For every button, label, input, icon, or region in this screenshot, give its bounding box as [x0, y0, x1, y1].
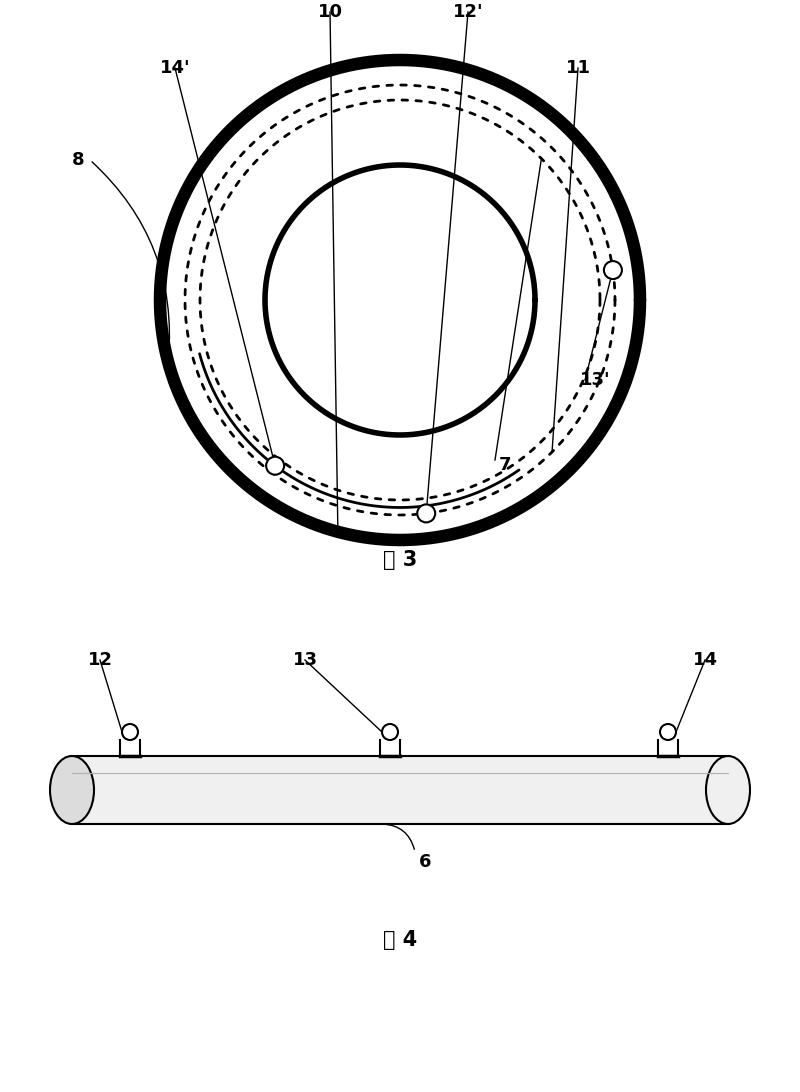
- Text: 12: 12: [87, 651, 113, 669]
- Text: 13: 13: [293, 651, 318, 669]
- Ellipse shape: [50, 756, 94, 824]
- Text: 14': 14': [160, 59, 190, 78]
- Text: 14: 14: [693, 651, 718, 669]
- Text: 图 3: 图 3: [383, 550, 417, 570]
- Circle shape: [418, 505, 435, 522]
- Text: 10: 10: [318, 3, 342, 21]
- Text: 7: 7: [498, 456, 511, 474]
- Circle shape: [122, 724, 138, 740]
- Text: 8: 8: [72, 151, 84, 169]
- Text: 图 4: 图 4: [383, 930, 417, 950]
- Text: 6: 6: [418, 853, 431, 871]
- Ellipse shape: [706, 756, 750, 824]
- Circle shape: [660, 724, 676, 740]
- Text: 13': 13': [580, 371, 610, 389]
- Circle shape: [604, 261, 622, 280]
- Polygon shape: [72, 756, 728, 824]
- Circle shape: [266, 456, 284, 475]
- Text: 11: 11: [566, 59, 590, 78]
- Text: 12': 12': [453, 3, 483, 21]
- Circle shape: [382, 724, 398, 740]
